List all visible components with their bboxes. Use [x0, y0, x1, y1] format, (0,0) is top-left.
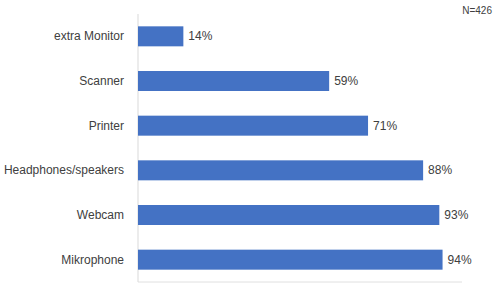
data-label: 93%	[444, 208, 468, 222]
chart: 14% extra Monitor 59% Scanner 71% Printer 88% H…	[0, 0, 500, 295]
data-label: 88%	[428, 163, 452, 177]
bars	[138, 26, 443, 269]
bar	[138, 26, 183, 46]
bar	[138, 116, 368, 136]
bar	[138, 160, 423, 180]
data-label: 71%	[373, 119, 397, 133]
category-label: Scanner	[79, 74, 124, 88]
bar	[138, 71, 329, 91]
category-label: Webcam	[77, 208, 124, 222]
category-label: Headphones/speakers	[4, 163, 124, 177]
x-axis-line	[138, 282, 462, 283]
data-label: 59%	[334, 74, 358, 88]
bar	[138, 250, 443, 270]
data-label: 94%	[448, 253, 472, 267]
category-label: extra Monitor	[54, 29, 124, 43]
annotation: N=426	[462, 5, 492, 16]
category-label: Printer	[89, 119, 124, 133]
bar	[138, 205, 439, 225]
data-label: 14%	[188, 29, 212, 43]
category-label: Mikrophone	[61, 253, 124, 267]
y-axis-line	[138, 14, 139, 282]
